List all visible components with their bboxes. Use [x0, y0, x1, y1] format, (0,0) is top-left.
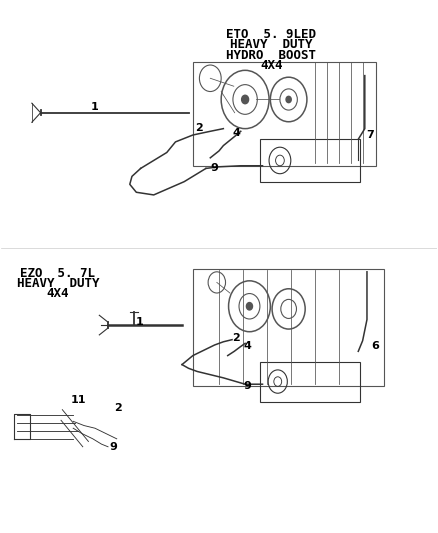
Circle shape [247, 303, 253, 310]
Circle shape [286, 96, 291, 103]
Text: HYDRO  BOOST: HYDRO BOOST [226, 49, 316, 62]
Text: 6: 6 [371, 341, 379, 351]
Text: 2: 2 [195, 123, 203, 133]
Text: 4: 4 [233, 128, 240, 138]
Text: EZO  5. 7L: EZO 5. 7L [21, 266, 95, 279]
Text: 9: 9 [244, 381, 251, 391]
Text: ETO  5. 9LED: ETO 5. 9LED [226, 28, 316, 41]
Text: 4X4: 4X4 [47, 287, 69, 301]
Text: 11: 11 [71, 395, 87, 405]
Text: HEAVY  DUTY: HEAVY DUTY [17, 277, 99, 290]
Text: 4: 4 [244, 341, 252, 351]
Text: 2: 2 [232, 333, 240, 343]
Text: 2: 2 [114, 403, 122, 413]
Circle shape [242, 95, 249, 104]
Text: HEAVY  DUTY: HEAVY DUTY [230, 38, 312, 51]
Text: 1: 1 [136, 317, 144, 327]
Text: 1: 1 [91, 102, 99, 112]
Text: 9: 9 [110, 442, 118, 452]
Text: 9: 9 [211, 164, 219, 173]
Text: 4X4: 4X4 [260, 59, 283, 72]
Text: 7: 7 [367, 130, 374, 140]
